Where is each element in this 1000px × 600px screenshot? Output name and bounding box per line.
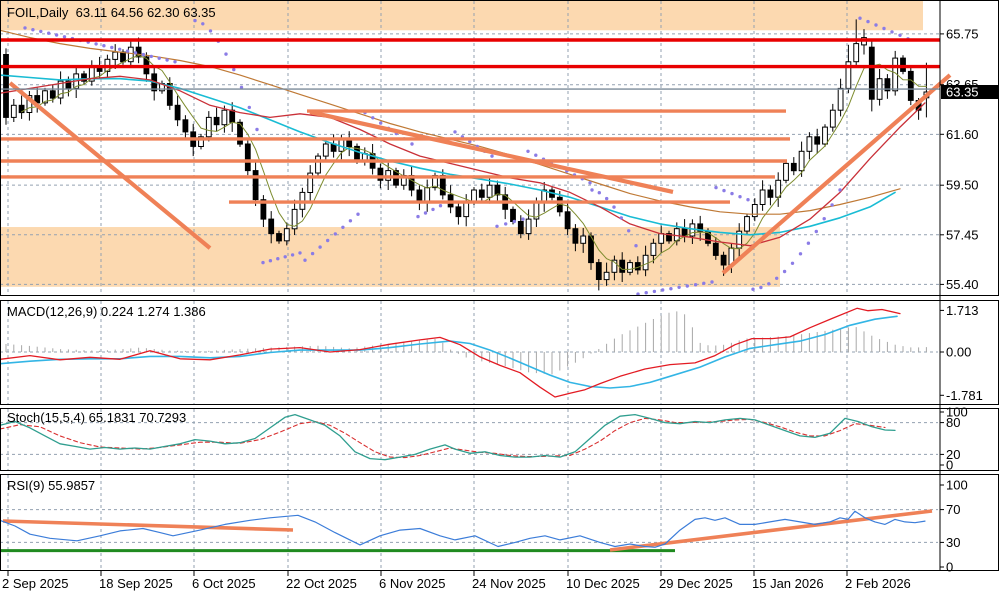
price-axis-label: 65.75: [946, 26, 979, 41]
macd-main-line: [0, 307, 901, 398]
macd-axis-label: -1.781: [946, 388, 983, 403]
date-axis-label: 6 Oct 2025: [192, 576, 256, 591]
stoch-axis-label: 0: [946, 458, 953, 473]
rsi-line: [0, 510, 926, 548]
price-axis-label: 61.60: [946, 127, 979, 142]
date-axis-label: 2 Sep 2025: [2, 576, 69, 591]
rsi-axis-label: 30: [946, 535, 960, 550]
price-axis-label: 59.50: [946, 178, 979, 193]
main-panel-border: [0, 0, 999, 296]
trend-line: [8, 81, 212, 250]
stoch-axis-label: 20: [946, 447, 960, 462]
ma-red-line: [0, 75, 926, 247]
stoch-k-line: [0, 413, 896, 461]
ma-cyan-line: [0, 74, 896, 236]
candlestick-series: [3, 19, 930, 291]
current-price-tag: [941, 85, 999, 99]
macd-panel-border: [0, 300, 999, 405]
macd-axis-label: 0.00: [946, 345, 971, 360]
date-axis-label: 15 Jan 2026: [752, 576, 824, 591]
trend-line: [309, 110, 674, 194]
highlight-zone: [0, 227, 780, 287]
stoch-axis-label: 100: [946, 405, 968, 420]
price-axis-label: 55.40: [946, 277, 979, 292]
date-axis-label: 6 Nov 2025: [379, 576, 446, 591]
date-axis-label: 29 Dec 2025: [659, 576, 733, 591]
stoch-axis-label: 80: [946, 415, 960, 430]
highlight-zone: [0, 1, 923, 31]
date-axis-label: 10 Dec 2025: [566, 576, 640, 591]
date-axis-label: 2 Feb 2026: [845, 576, 911, 591]
macd-axis-label: 1.713: [946, 303, 979, 318]
rsi-axis-label: 70: [946, 502, 960, 517]
macd-signal-line: [0, 315, 898, 389]
date-axis-label: 24 Nov 2025: [472, 576, 546, 591]
macd-histogram: [5, 311, 927, 375]
trend-line: [721, 73, 952, 275]
rsi-axis-label: 100: [946, 478, 968, 493]
date-axis-label: 18 Sep 2025: [99, 576, 173, 591]
stoch-panel-border: [0, 408, 999, 471]
rsi-axis-label: 0: [946, 560, 953, 575]
rsi-panel-border: [0, 474, 999, 571]
date-axis-label: 22 Oct 2025: [286, 576, 357, 591]
current-price-tag-text: 63.35: [946, 85, 979, 100]
rsi-up-trendline: [609, 509, 933, 552]
price-axis-label: 57.45: [946, 227, 979, 242]
stoch-d-line: [0, 417, 886, 459]
rsi-down-trendline: [2, 519, 294, 532]
